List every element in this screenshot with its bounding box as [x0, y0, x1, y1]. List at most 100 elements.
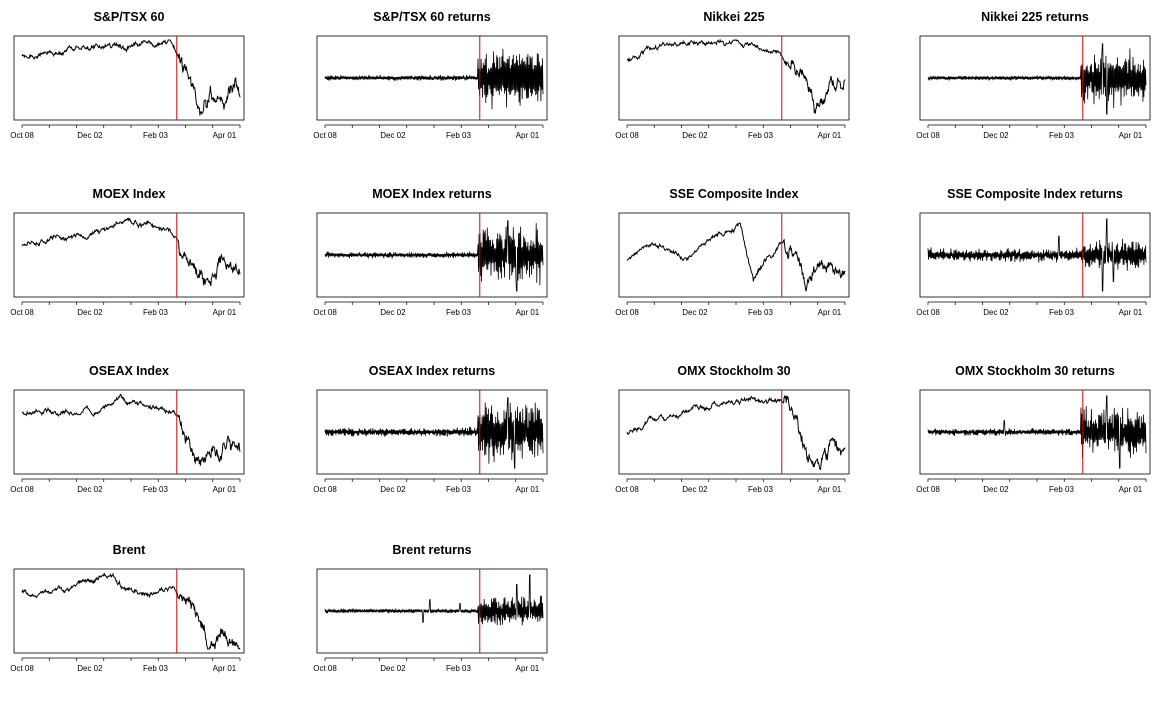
- x-tick-label: Oct 08: [10, 664, 34, 673]
- x-tick-label: Apr 01: [516, 664, 540, 673]
- chart-svg: SSE Composite Index returns Oct 08 Dec 02 F…: [916, 187, 1151, 317]
- plot-frame: [13, 35, 245, 121]
- series-line: [927, 218, 1147, 292]
- chart-svg: Brent Oct 08 Dec 02 Feb 03 Apr 01: [10, 543, 245, 673]
- chart-svg: S&P/TSX 60 returns Oct 08 Dec 02 Feb 03 Apr …: [313, 10, 548, 140]
- chart-title: SSE Composite Index: [669, 187, 798, 201]
- x-tick-label: Oct 08: [10, 485, 34, 494]
- x-tick-label: Apr 01: [516, 131, 540, 140]
- x-tick-label: Dec 02: [380, 485, 406, 494]
- x-tick-label: Oct 08: [615, 131, 639, 140]
- chart-svg: OMX Stockholm 30 Oct 08 Dec 02 Feb 03 Apr 01: [615, 364, 850, 494]
- chart-svg: Brent returns Oct 08 Dec 02 Feb 03 Apr 01: [313, 543, 548, 673]
- chart-panel: MOEX Index returns Oct 08 Dec 02 Feb 03 Apr …: [313, 187, 606, 355]
- x-tick-label: Dec 02: [983, 131, 1009, 140]
- plot-frame: [919, 389, 1151, 475]
- x-tick-label: Feb 03: [143, 664, 168, 673]
- chart-panel: SSE Composite Index Oct 08 Dec 02 Feb 03 Apr…: [615, 187, 908, 355]
- chart-svg: MOEX Index returns Oct 08 Dec 02 Feb 03 Apr …: [313, 187, 548, 317]
- x-tick-label: Oct 08: [313, 308, 337, 317]
- plot-frame: [618, 35, 850, 121]
- chart-panel: Nikkei 225 returns Oct 08 Dec 02 Feb 03 Apr …: [916, 10, 1156, 178]
- chart-svg: OSEAX Index Oct 08 Dec 02 Feb 03 Apr 01: [10, 364, 245, 494]
- x-tick-label: Apr 01: [1119, 485, 1143, 494]
- plot-frame: [618, 389, 850, 475]
- chart-panel: SSE Composite Index returns Oct 08 Dec 02 F…: [916, 187, 1156, 355]
- chart-title: Brent returns: [392, 543, 471, 557]
- x-tick-label: Oct 08: [10, 308, 34, 317]
- chart-title: OMX Stockholm 30 returns: [955, 364, 1115, 378]
- x-tick-label: Oct 08: [916, 131, 940, 140]
- x-tick-label: Feb 03: [446, 485, 471, 494]
- chart-title: S&P/TSX 60: [94, 10, 165, 24]
- series-line: [324, 48, 544, 110]
- chart-title: MOEX Index: [93, 187, 166, 201]
- x-tick-label: Dec 02: [380, 308, 406, 317]
- plot-frame: [316, 568, 548, 654]
- x-tick-label: Oct 08: [10, 131, 34, 140]
- chart-svg: MOEX Index Oct 08 Dec 02 Feb 03 Apr 01: [10, 187, 245, 317]
- chart-panel: MOEX Index Oct 08 Dec 02 Feb 03 Apr 01: [10, 187, 303, 355]
- series-line: [324, 220, 544, 292]
- x-tick-label: Dec 02: [77, 485, 103, 494]
- chart-panel: Nikkei 225 Oct 08 Dec 02 Feb 03 Apr 01: [615, 10, 908, 178]
- chart-panel: OMX Stockholm 30 Oct 08 Dec 02 Feb 03 Apr 01: [615, 364, 908, 532]
- chart-title: MOEX Index returns: [372, 187, 492, 201]
- chart-title: SSE Composite Index returns: [947, 187, 1123, 201]
- chart-title: Nikkei 225: [703, 10, 764, 24]
- x-tick-label: Apr 01: [516, 485, 540, 494]
- x-tick-label: Apr 01: [1119, 308, 1143, 317]
- series-line: [21, 572, 241, 650]
- x-tick-label: Dec 02: [983, 308, 1009, 317]
- series-line: [626, 222, 846, 292]
- chart-panel: Brent returns Oct 08 Dec 02 Feb 03 Apr 01: [313, 543, 606, 711]
- x-tick-label: Dec 02: [77, 131, 103, 140]
- plot-frame: [13, 212, 245, 298]
- x-tick-label: Dec 02: [77, 308, 103, 317]
- plot-frame: [13, 568, 245, 654]
- x-tick-label: Oct 08: [916, 308, 940, 317]
- series-line: [626, 38, 846, 114]
- chart-panel: S&P/TSX 60 returns Oct 08 Dec 02 Feb 03 Apr …: [313, 10, 606, 178]
- x-tick-label: Apr 01: [213, 485, 237, 494]
- x-tick-label: Feb 03: [143, 131, 168, 140]
- x-tick-label: Oct 08: [313, 664, 337, 673]
- series-line: [324, 574, 544, 626]
- chart-svg: Nikkei 225 returns Oct 08 Dec 02 Feb 03 Apr …: [916, 10, 1151, 140]
- x-tick-label: Dec 02: [380, 131, 406, 140]
- x-tick-label: Feb 03: [446, 308, 471, 317]
- chart-title: OMX Stockholm 30: [677, 364, 790, 378]
- x-tick-label: Apr 01: [213, 664, 237, 673]
- x-tick-label: Dec 02: [983, 485, 1009, 494]
- chart-panel: OSEAX Index returns Oct 08 Dec 02 Feb 03 Apr…: [313, 364, 606, 532]
- x-tick-label: Apr 01: [1119, 131, 1143, 140]
- series-line: [21, 217, 241, 287]
- chart-svg: OMX Stockholm 30 returns Oct 08 Dec 02 Feb …: [916, 364, 1151, 494]
- series-line: [324, 397, 544, 469]
- chart-svg: S&P/TSX 60 Oct 08 Dec 02 Feb 03 Apr 01: [10, 10, 245, 140]
- x-tick-label: Dec 02: [682, 308, 708, 317]
- chart-svg: OSEAX Index returns Oct 08 Dec 02 Feb 03 Apr…: [313, 364, 548, 494]
- plot-frame: [316, 35, 548, 121]
- plot-frame: [316, 212, 548, 298]
- series-line: [21, 393, 241, 466]
- plot-frame: [919, 35, 1151, 121]
- x-tick-label: Feb 03: [143, 308, 168, 317]
- x-tick-label: Apr 01: [818, 308, 842, 317]
- chart-title: Brent: [113, 543, 146, 557]
- x-tick-label: Apr 01: [213, 308, 237, 317]
- x-tick-label: Oct 08: [615, 308, 639, 317]
- x-tick-label: Oct 08: [916, 485, 940, 494]
- plot-frame: [316, 389, 548, 475]
- chart-panel: OMX Stockholm 30 returns Oct 08 Dec 02 Feb …: [916, 364, 1156, 532]
- series-line: [927, 43, 1147, 115]
- x-tick-label: Apr 01: [516, 308, 540, 317]
- chart-svg: SSE Composite Index Oct 08 Dec 02 Feb 03 Apr…: [615, 187, 850, 317]
- x-tick-label: Feb 03: [446, 664, 471, 673]
- chart-svg: Nikkei 225 Oct 08 Dec 02 Feb 03 Apr 01: [615, 10, 850, 140]
- chart-title: Nikkei 225 returns: [981, 10, 1089, 24]
- chart-grid: S&P/TSX 60 Oct 08 Dec 02 Feb 03 Apr 01 S&P/TS…: [10, 10, 1156, 673]
- chart-title: OSEAX Index returns: [369, 364, 495, 378]
- x-tick-label: Feb 03: [1049, 308, 1074, 317]
- series-line: [626, 394, 846, 471]
